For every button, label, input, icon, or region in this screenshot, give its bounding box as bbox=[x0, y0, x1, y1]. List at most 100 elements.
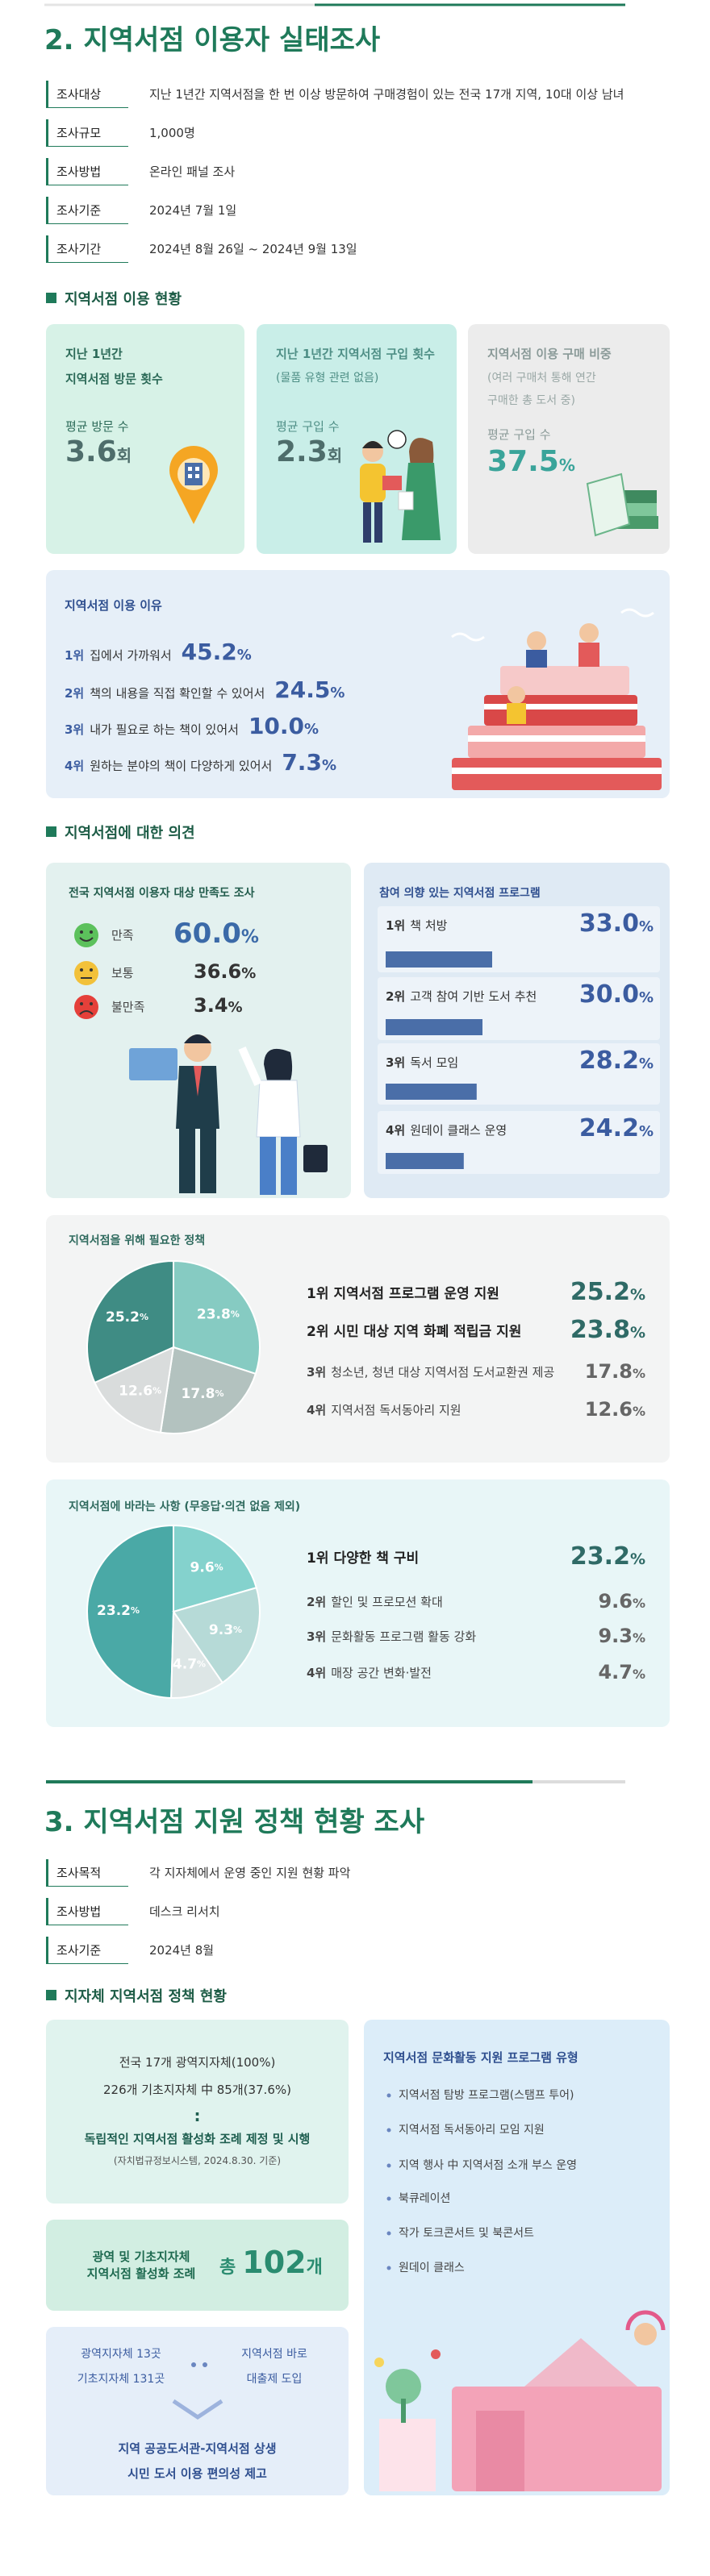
unit: % bbox=[240, 927, 259, 947]
face-eye bbox=[80, 1002, 83, 1005]
face-eye bbox=[90, 930, 93, 934]
pie-value: 4.7% bbox=[598, 1661, 645, 1683]
overview-label: 조사대상 bbox=[46, 81, 128, 108]
face-eye bbox=[90, 968, 93, 972]
face-icon bbox=[74, 961, 98, 985]
card-value: 3.6 회 bbox=[65, 435, 132, 468]
pie-slice bbox=[170, 1608, 224, 1699]
value: 25.2 bbox=[106, 1309, 140, 1325]
value: 10.0 bbox=[248, 713, 305, 739]
reason-text: 원하는 분야의 책이 다양하게 있어서 bbox=[90, 759, 273, 773]
programs-title: 참여 의향 있는 지역서점 프로그램 bbox=[379, 887, 541, 900]
reasons-title: 지역서점 이용 이유 bbox=[65, 598, 162, 613]
value: 24.5 bbox=[274, 676, 331, 703]
value: 30.0 bbox=[578, 980, 639, 1009]
rank: 1위 bbox=[307, 1286, 329, 1302]
program-text: 독서 모임 bbox=[410, 1055, 459, 1070]
rank: 3위 bbox=[307, 1365, 327, 1380]
value: 60.0 bbox=[173, 918, 241, 950]
heading-bullet bbox=[46, 1990, 56, 2000]
card-metric: 평균 방문 수 bbox=[65, 419, 129, 434]
unit: % bbox=[131, 1605, 140, 1616]
unit: % bbox=[632, 1366, 645, 1381]
unit: 회 bbox=[327, 446, 343, 465]
unit: % bbox=[632, 1667, 645, 1682]
value: 102 bbox=[242, 2245, 307, 2280]
pie-label: 4.7% bbox=[173, 1657, 206, 1673]
section-heading: 지역서점에 대한 의견 bbox=[65, 825, 195, 842]
program-value: 30.0% bbox=[579, 980, 654, 1009]
value: 9.6 bbox=[598, 1590, 633, 1613]
card-metric: 평균 구입 수 bbox=[276, 419, 340, 434]
overview-text: 2024년 7월 1일 bbox=[149, 203, 237, 218]
value: 4.7 bbox=[173, 1657, 197, 1673]
unit: % bbox=[233, 1625, 242, 1635]
card-value: 2.3 회 bbox=[276, 435, 342, 468]
pie-label: 9.6% bbox=[190, 1559, 223, 1575]
loan-decoration bbox=[172, 2362, 223, 2420]
pie-label: 23.2% bbox=[97, 1603, 140, 1619]
unit: % bbox=[304, 721, 320, 738]
value: 2.3 bbox=[276, 435, 328, 468]
face-eye bbox=[80, 968, 83, 972]
legend-text: 다양한 책 구비 bbox=[333, 1550, 420, 1567]
pie-legend: 1위 다양한 책 구비 bbox=[307, 1549, 419, 1568]
ordinance-separator: : bbox=[194, 2106, 201, 2125]
program-text: 원데이 클래스 운영 bbox=[410, 1123, 507, 1138]
rank: 4위 bbox=[307, 1403, 327, 1417]
satisfaction-label: 보통 bbox=[111, 966, 134, 980]
overview-text: 지난 1년간 지역서점을 한 번 이상 방문하여 구매경험이 있는 전국 17개… bbox=[149, 87, 624, 102]
value: 7.3 bbox=[282, 749, 322, 776]
culture-item: 원데이 클래스 bbox=[399, 2262, 465, 2274]
satisfaction-label: 만족 bbox=[111, 928, 134, 943]
pin-illustration bbox=[169, 446, 218, 524]
unit: % bbox=[330, 685, 345, 701]
program-value: 24.2% bbox=[579, 1114, 654, 1142]
total-value: 총 102 개 bbox=[219, 2245, 323, 2280]
program-label: 2위 고객 참여 기반 도서 추천 bbox=[386, 988, 537, 1005]
unit: % bbox=[638, 989, 654, 1006]
pie-title: 지역서점을 위해 필요한 정책 bbox=[69, 1234, 206, 1247]
legend-text: 할인 및 프로모션 확대 bbox=[331, 1595, 443, 1609]
people-illustration bbox=[360, 430, 441, 543]
program-label: 3위 독서 모임 bbox=[386, 1055, 458, 1071]
rank: 4위 bbox=[386, 1123, 406, 1138]
unit: % bbox=[236, 647, 252, 664]
card-metric: 평균 구입 수 bbox=[487, 427, 551, 442]
rank: 3위 bbox=[307, 1629, 327, 1644]
pie-legend: 4위 매장 공간 변화·발전 bbox=[307, 1663, 432, 1683]
pie-legend: 3위 문화활동 프로그램 활동 강화 bbox=[307, 1627, 476, 1646]
program-bar bbox=[386, 951, 492, 968]
visit-card bbox=[46, 324, 244, 554]
rank: 3위 bbox=[65, 722, 85, 737]
overview-text: 2024년 8월 bbox=[149, 1943, 215, 1958]
pie-title: 지역서점에 바라는 사항 (무응답·의견 없음 제외) bbox=[69, 1500, 301, 1513]
value: 12.6 bbox=[119, 1384, 152, 1400]
unit: % bbox=[140, 1312, 148, 1322]
unit: % bbox=[231, 1309, 240, 1320]
overview-text: 2024년 8월 26일 ~ 2024년 9월 13일 bbox=[149, 242, 357, 256]
value: 45.2 bbox=[181, 639, 237, 665]
value: 3.4 bbox=[194, 994, 228, 1017]
legend-text: 시민 대상 지역 화폐 적립금 지원 bbox=[333, 1324, 522, 1340]
culture-title: 지역서점 문화활동 지원 프로그램 유형 bbox=[383, 2050, 578, 2065]
total-card bbox=[46, 2220, 349, 2311]
pie-label: 12.6% bbox=[119, 1384, 161, 1400]
program-label: 1위 책 처방 bbox=[386, 918, 447, 934]
rank: 2위 bbox=[307, 1595, 327, 1609]
satisfaction-value: 36.6% bbox=[194, 960, 256, 983]
unit: % bbox=[638, 918, 654, 935]
ordinance-line: 전국 17개 광역지자체(100%) bbox=[119, 2055, 276, 2070]
loan-program: 지역서점 바로 대출제 도입 bbox=[241, 2348, 307, 2386]
reason-row: 1위 집에서 가까워서 45.2% bbox=[65, 639, 252, 665]
book-stack-illustration bbox=[451, 608, 662, 790]
pie-value: 23.2% bbox=[570, 1542, 645, 1571]
value: 28.2 bbox=[578, 1047, 639, 1075]
ordinance-card bbox=[46, 2020, 349, 2204]
unit: % bbox=[321, 757, 336, 774]
loan-regions: 광역지자체 13곳 기초지자체 131곳 bbox=[77, 2348, 165, 2386]
program-text: 책 처방 bbox=[410, 918, 448, 933]
overview-text: 온라인 패널 조사 bbox=[149, 164, 236, 179]
